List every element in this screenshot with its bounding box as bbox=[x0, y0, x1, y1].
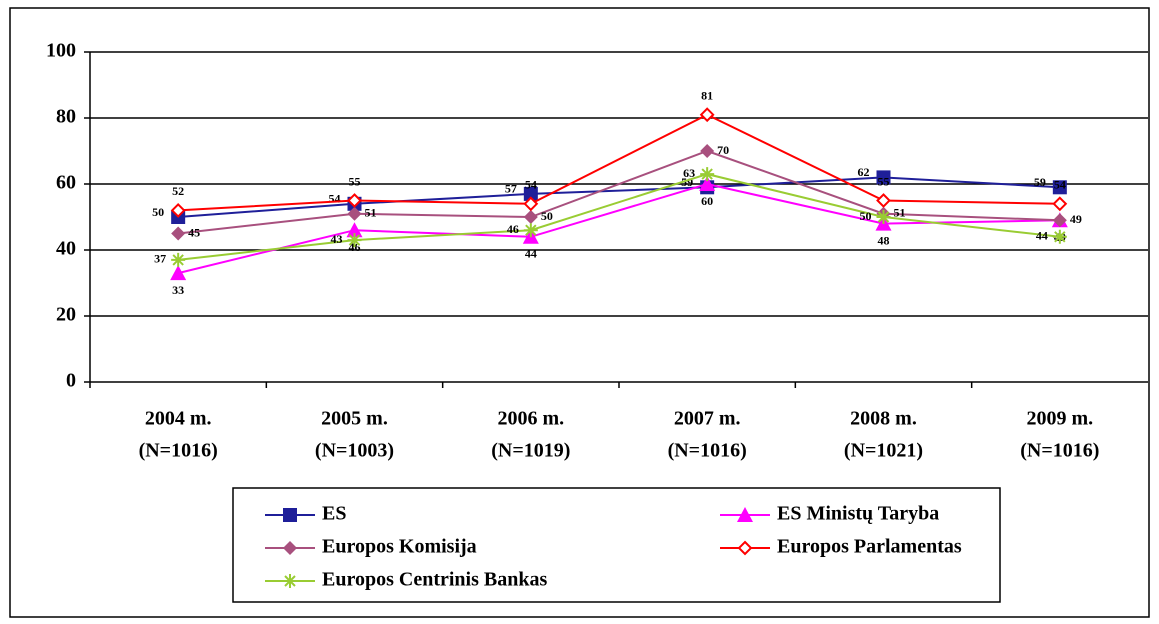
y-tick-label: 0 bbox=[66, 370, 76, 392]
data-label: 44 bbox=[1036, 229, 1048, 243]
marker bbox=[1052, 229, 1067, 244]
marker bbox=[171, 226, 186, 241]
marker bbox=[523, 186, 538, 201]
x-tick-label: 2004 m. bbox=[145, 408, 212, 430]
marker bbox=[283, 574, 297, 588]
data-label: 63 bbox=[683, 166, 695, 180]
x-tick-label: (N=1019) bbox=[491, 440, 570, 462]
y-tick-label: 60 bbox=[56, 172, 76, 194]
y-tick-label: 100 bbox=[46, 40, 76, 62]
series-line bbox=[178, 176, 1060, 218]
x-tick-label: 2006 m. bbox=[497, 408, 564, 430]
x-tick-label: (N=1021) bbox=[844, 440, 923, 462]
marker bbox=[347, 193, 362, 208]
series-line bbox=[177, 182, 1060, 275]
marker bbox=[1052, 213, 1067, 228]
x-tick-label: (N=1016) bbox=[668, 440, 747, 462]
data-label: 49 bbox=[1070, 212, 1082, 226]
series-line bbox=[178, 149, 1060, 235]
marker bbox=[346, 222, 363, 238]
data-label: 55 bbox=[349, 174, 361, 188]
y-tick-label: 20 bbox=[56, 304, 76, 326]
marker bbox=[283, 508, 297, 522]
x-tick-label: (N=1003) bbox=[315, 440, 394, 462]
marker bbox=[523, 223, 538, 238]
marker bbox=[171, 252, 186, 267]
data-label: 50 bbox=[152, 205, 164, 219]
legend-label: Europos Centrinis Bankas bbox=[322, 569, 547, 591]
data-label: 59 bbox=[1034, 175, 1046, 189]
data-label: 81 bbox=[701, 88, 713, 102]
x-tick-label: 2008 m. bbox=[850, 408, 917, 430]
data-label: 54 bbox=[1054, 178, 1066, 192]
marker bbox=[283, 541, 297, 555]
marker bbox=[700, 167, 715, 182]
data-label: 33 bbox=[172, 283, 184, 297]
data-label: 55 bbox=[878, 174, 890, 188]
data-label: 70 bbox=[717, 143, 729, 157]
y-tick-label: 40 bbox=[56, 238, 76, 260]
series-line bbox=[178, 173, 1060, 261]
x-tick-label: 2009 m. bbox=[1026, 408, 1093, 430]
marker bbox=[1052, 196, 1068, 212]
marker bbox=[1052, 180, 1067, 195]
x-tick-label: (N=1016) bbox=[1020, 440, 1099, 462]
marker bbox=[876, 170, 891, 185]
data-label: 54 bbox=[525, 178, 537, 192]
data-label: 52 bbox=[172, 184, 184, 198]
marker bbox=[170, 202, 186, 218]
data-label: 43 bbox=[331, 232, 343, 246]
y-tick-label: 80 bbox=[56, 106, 76, 128]
legend-label: ES bbox=[322, 503, 346, 525]
marker bbox=[347, 206, 362, 221]
marker bbox=[876, 193, 891, 208]
data-label: 45 bbox=[188, 225, 200, 239]
data-label: 51 bbox=[894, 205, 906, 219]
marker bbox=[170, 265, 187, 281]
data-label: 51 bbox=[365, 205, 377, 219]
marker bbox=[700, 144, 715, 158]
data-label: 60 bbox=[701, 194, 713, 208]
data-label: 37 bbox=[154, 252, 166, 266]
data-label: 50 bbox=[860, 209, 872, 223]
marker bbox=[876, 210, 891, 224]
marker bbox=[523, 196, 539, 212]
legend-label: Europos Parlamentas bbox=[777, 536, 962, 558]
legend-label: ES Ministų Taryba bbox=[777, 503, 939, 525]
marker bbox=[699, 107, 715, 123]
legend-box bbox=[232, 487, 1001, 603]
marker bbox=[523, 210, 538, 224]
data-label: 44 bbox=[525, 247, 537, 261]
data-label: 48 bbox=[878, 233, 890, 247]
data-label: 57 bbox=[505, 182, 517, 196]
marker bbox=[699, 176, 716, 191]
data-label: 46 bbox=[507, 222, 519, 236]
marker bbox=[737, 507, 753, 522]
data-label: 62 bbox=[858, 165, 870, 179]
x-tick-label: 2007 m. bbox=[674, 408, 741, 430]
x-tick-label: 2005 m. bbox=[321, 408, 388, 430]
legend-label: Europos Komisija bbox=[322, 536, 477, 558]
series-line bbox=[178, 113, 1060, 212]
data-label: 54 bbox=[329, 192, 341, 206]
marker bbox=[347, 233, 362, 248]
marker bbox=[737, 540, 753, 556]
x-tick-label: (N=1016) bbox=[139, 440, 218, 462]
chart-border bbox=[9, 7, 1150, 618]
data-label: 50 bbox=[541, 209, 553, 223]
